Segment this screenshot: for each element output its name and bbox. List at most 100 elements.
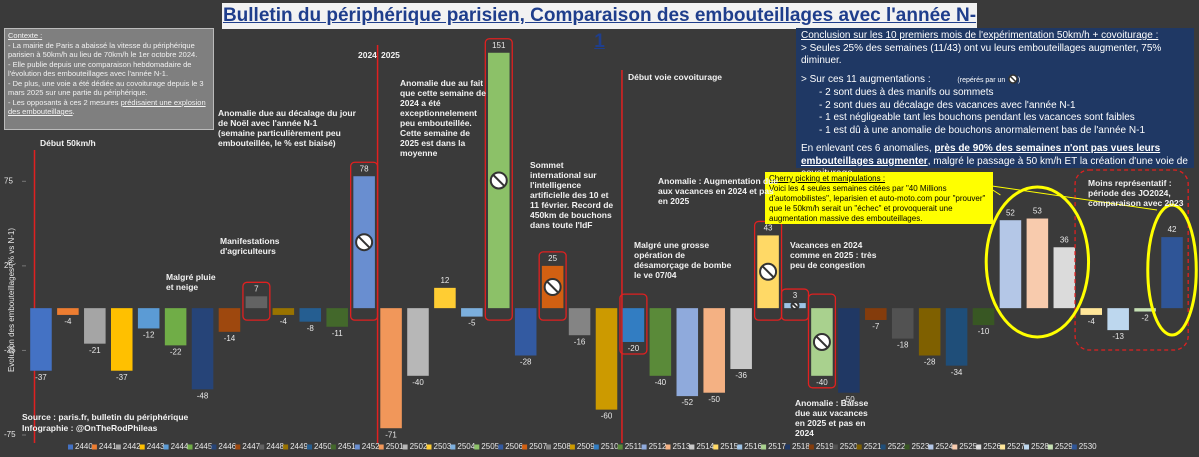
legend-label: 2442: [123, 442, 141, 451]
legend-swatch: [235, 444, 241, 450]
annotation: Manifestations d'agriculteurs: [220, 236, 280, 256]
context-underline: prédisaient une explosion des embouteill…: [8, 98, 206, 116]
value-label: -40: [412, 378, 424, 387]
chart-title: Bulletin du périphérique parisien, Compa…: [222, 3, 977, 52]
legend-swatch: [593, 444, 599, 450]
legend-swatch: [546, 444, 551, 450]
value-label: -34: [951, 368, 963, 377]
bar: [191, 308, 214, 390]
value-label: -28: [924, 358, 936, 367]
bar: [434, 287, 456, 309]
bar: [568, 308, 591, 336]
y-tick-label: -25: [4, 346, 16, 355]
legend-swatch: [617, 444, 623, 450]
legend-swatch: [91, 444, 97, 450]
context-line: - La mairie de Paris a abaissé la vitess…: [8, 41, 198, 59]
legend-swatch: [952, 444, 958, 450]
legend-label: 2525: [959, 442, 977, 451]
bar: [164, 308, 187, 346]
context-heading: Contexte :: [8, 31, 43, 40]
legend-label: 2447: [242, 442, 260, 451]
legend-swatch: [880, 444, 886, 450]
legend-label: 2507: [529, 442, 547, 451]
conclusion-note: (repérés par un: [957, 76, 1006, 84]
bar: [595, 308, 618, 410]
value-label: 53: [1033, 207, 1042, 216]
legend-swatch: [522, 444, 528, 450]
value-label: -2: [1142, 314, 1150, 323]
legend-label: 2516: [744, 442, 762, 451]
value-label: 25: [548, 254, 557, 263]
value-label: -48: [197, 391, 209, 400]
cherry-text: Voici les 4 seules semaines citées par "…: [769, 184, 986, 223]
legend-label: 2527: [1007, 442, 1025, 451]
legend-label: 2509: [577, 442, 595, 451]
annotation: Début voie covoiturage: [628, 72, 722, 82]
annotation: Anomalie due au décalage du jour de Noël…: [218, 108, 356, 148]
legend-swatch: [832, 444, 838, 450]
legend-label: 2505: [481, 442, 499, 451]
legend-swatch: [187, 444, 193, 450]
legend-swatch: [450, 444, 456, 450]
value-label: -52: [682, 398, 694, 407]
legend-label: 2526: [983, 442, 1001, 451]
annotation: Malgré pluie et neige: [166, 272, 216, 292]
y-tick-label: -75: [4, 430, 16, 439]
value-label: -36: [735, 371, 747, 380]
value-label: -40: [816, 378, 828, 387]
bar: [326, 308, 348, 327]
legend-swatch: [808, 444, 814, 450]
context-line: - Les opposants à ces 2 mesures: [8, 98, 121, 107]
legend-swatch: [474, 444, 480, 450]
bar: [1107, 308, 1129, 331]
bar: [730, 308, 752, 370]
legend-swatch: [641, 444, 647, 450]
bar: [30, 308, 52, 371]
bar: [218, 308, 241, 332]
bar: [110, 308, 133, 371]
bar: [649, 308, 672, 376]
value-label: -5: [468, 319, 476, 328]
conclusion-item: - 2 sont dues au décalage des vacances a…: [819, 99, 1076, 111]
value-label: 52: [1006, 208, 1015, 217]
legend-swatch: [569, 444, 575, 450]
bar: [972, 308, 995, 326]
bar: [1026, 218, 1049, 309]
legend-label: 2521: [864, 442, 882, 451]
value-label: -28: [520, 358, 532, 367]
legend-label: 2520: [840, 442, 858, 451]
legend-swatch: [378, 444, 384, 450]
bar: [945, 308, 968, 366]
bar: [299, 308, 322, 322]
legend-label: 2441: [99, 442, 117, 451]
annotation: Anomalie : Baisse due aux vacances en 20…: [795, 398, 869, 438]
value-label: -60: [601, 412, 613, 421]
bar: [999, 220, 1022, 309]
annotation: Anomalie : Augmentation due aux vacances…: [658, 176, 779, 206]
value-label: -11: [332, 329, 344, 338]
annotation: 2025: [381, 50, 400, 60]
legend-swatch: [259, 444, 265, 450]
highlight-frame: [350, 161, 379, 321]
legend-label: 2445: [195, 442, 213, 451]
bar: [514, 308, 537, 356]
value-label: -8: [307, 324, 315, 333]
conclusion-item: - 1 est dû à une anomalie de bouchons an…: [819, 124, 1146, 136]
forbidden-icon: [357, 235, 371, 249]
value-label: 151: [492, 41, 506, 50]
value-label: -10: [978, 327, 990, 336]
value-label: -16: [574, 337, 586, 346]
forbidden-icon: [791, 302, 799, 309]
legend-label: 2506: [505, 442, 523, 451]
legend-label: 2503: [434, 442, 452, 451]
legend-label: 2518: [792, 442, 810, 451]
y-tick-label: 75: [4, 176, 13, 185]
connector: [984, 184, 1158, 211]
legend-swatch: [713, 444, 719, 450]
highlight-frame: [538, 251, 567, 321]
annotation: Début 50km/h: [40, 138, 96, 148]
annotation: Sommet international sur l'intelligence …: [530, 160, 614, 230]
bar: [380, 308, 402, 429]
legend-label: 2451: [338, 442, 356, 451]
